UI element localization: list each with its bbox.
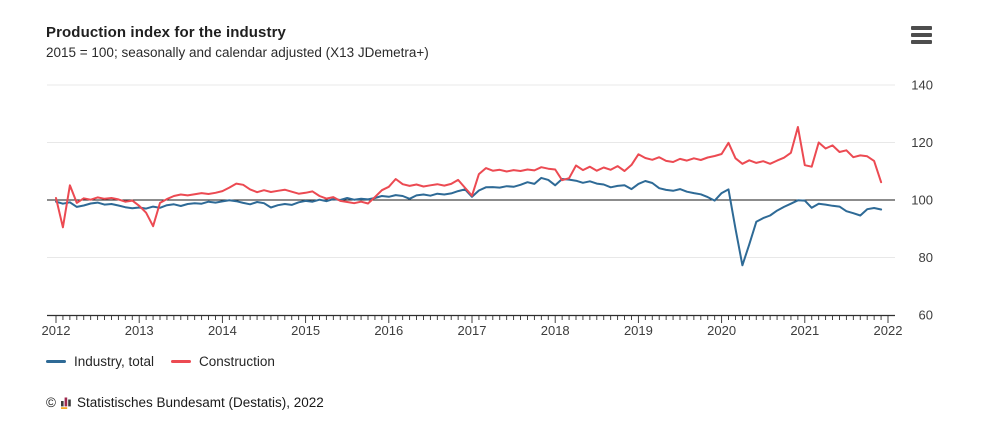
page-title: Production index for the industry	[46, 24, 286, 41]
svg-text:2017: 2017	[458, 323, 487, 338]
source-note: © Statistisches Bundesamt (Destatis), 20…	[46, 395, 324, 410]
legend-item-construction[interactable]: Construction	[171, 354, 275, 369]
svg-text:120: 120	[911, 135, 933, 150]
svg-text:2018: 2018	[541, 323, 570, 338]
svg-text:60: 60	[919, 308, 933, 323]
chart-canvas: 60 80 100 120 140 2012 2013 2014 2015 2016 2017 201…	[42, 78, 933, 339]
legend-label: Industry, total	[74, 354, 155, 369]
svg-text:2022: 2022	[874, 323, 903, 338]
chart-subtitle: 2015 = 100; seasonally and calendar adju…	[46, 45, 429, 60]
svg-text:2015: 2015	[291, 323, 320, 338]
svg-text:2013: 2013	[125, 323, 154, 338]
svg-text:2021: 2021	[790, 323, 819, 338]
legend-item-industry-total[interactable]: Industry, total	[46, 354, 154, 369]
copyright-symbol: ©	[46, 395, 56, 410]
destatis-logo-icon	[60, 397, 71, 409]
legend-swatch	[46, 360, 66, 363]
svg-text:2012: 2012	[42, 323, 71, 338]
svg-text:2016: 2016	[374, 323, 403, 338]
svg-text:2020: 2020	[707, 323, 736, 338]
legend-label: Construction	[199, 354, 275, 369]
svg-text:100: 100	[911, 193, 933, 208]
svg-text:2019: 2019	[624, 323, 653, 338]
svg-text:140: 140	[911, 78, 933, 93]
legend-swatch	[171, 360, 192, 363]
chart-header: Production index for the industry 2015 =…	[46, 24, 429, 60]
svg-text:80: 80	[919, 250, 933, 265]
svg-text:2014: 2014	[208, 323, 237, 338]
chart-legend: Industry, total Construction	[46, 354, 275, 369]
chart-menu-button[interactable]	[909, 25, 935, 45]
source-text: Statistisches Bundesamt (Destatis), 2022	[76, 395, 324, 410]
